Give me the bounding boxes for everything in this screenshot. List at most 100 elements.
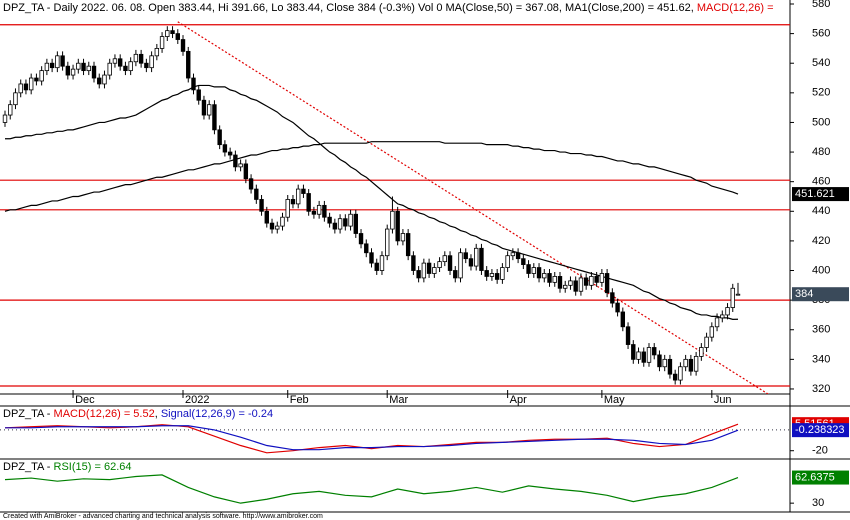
candle-body: [165, 30, 170, 37]
candle-body: [149, 55, 154, 69]
candle-body: [191, 77, 196, 91]
candle-body: [327, 216, 332, 224]
candle-body: [657, 354, 662, 368]
candle-body: [484, 270, 489, 277]
candle-body: [154, 48, 160, 57]
candle-body: [720, 314, 725, 319]
candle-body: [468, 258, 474, 267]
candle-body: [510, 252, 516, 257]
y-tick-label: 340: [812, 353, 830, 365]
candle-body: [196, 89, 201, 101]
price-tag: [792, 470, 849, 485]
price-panel: [0, 21, 790, 394]
candle-body: [599, 273, 605, 283]
candle-body: [563, 284, 568, 289]
candle-body: [699, 347, 704, 357]
panel-title: DPZ_TA - Daily 2022. 06. 08. Open 383.44…: [3, 2, 774, 14]
candle-body: [583, 277, 589, 286]
candle-body: [23, 83, 29, 91]
candle-body: [421, 262, 427, 279]
candle-body: [631, 344, 636, 360]
candle-body: [636, 351, 641, 360]
x-tick-label: Feb: [290, 394, 309, 406]
candle-body: [133, 53, 139, 63]
candle-body: [542, 273, 547, 279]
candle-body: [306, 193, 311, 212]
candle-body: [604, 273, 610, 294]
candle-body: [364, 243, 369, 254]
series-line: [5, 84, 739, 320]
candle-body: [337, 218, 343, 230]
candle-body: [489, 273, 495, 277]
candle-body: [44, 62, 50, 72]
candle-body: [170, 30, 175, 35]
candle-body: [8, 104, 13, 116]
candle-body: [369, 252, 374, 264]
candle-body: [322, 204, 327, 218]
candle-body: [672, 373, 678, 381]
candle-body: [128, 61, 133, 72]
x-tick-label: Dec: [75, 394, 95, 406]
candle-body: [730, 287, 735, 308]
candle-body: [290, 199, 296, 205]
candle-body: [358, 233, 364, 245]
candle-body: [2, 114, 8, 123]
candle-body: [426, 262, 432, 274]
title-part: MACD(12,26) = 5.52: [54, 408, 155, 420]
candle-body: [201, 99, 207, 116]
candle-body: [458, 252, 463, 279]
candle-body: [159, 36, 165, 49]
y-tick-label: 520: [812, 87, 830, 99]
y-tick-label: 580: [812, 0, 830, 10]
candle-body: [65, 65, 71, 76]
candle-body: [222, 144, 228, 153]
price-tag-label: 384: [795, 288, 813, 300]
candle-body: [641, 351, 646, 363]
candle-body: [238, 163, 243, 168]
title-part: DPZ_TA -: [3, 408, 54, 420]
candle-body: [285, 199, 290, 218]
price-tag: [792, 187, 849, 202]
y-tick-label: 540: [812, 57, 830, 69]
candle-body: [693, 355, 699, 372]
candle-body: [301, 188, 306, 194]
candle-body: [254, 188, 259, 200]
candle-body: [652, 347, 657, 356]
series-line: [4, 141, 739, 212]
candle-body: [521, 258, 526, 265]
candle-body: [683, 358, 688, 368]
candle-body: [180, 39, 186, 52]
candle-body: [49, 62, 55, 69]
candle-body: [206, 104, 212, 116]
rsi-panel: [4, 474, 739, 504]
candle-body: [552, 276, 557, 283]
x-tick-label: Jun: [714, 394, 732, 406]
candle-body: [332, 222, 338, 230]
title-part: MACD(12,26) =: [697, 2, 774, 14]
candle-body: [594, 276, 599, 283]
candle-body: [662, 358, 667, 368]
panel-title: DPZ_TA - MACD(12,26) = 5.52, Signal(12,2…: [3, 408, 273, 420]
candle-body: [573, 280, 578, 292]
candle-body: [704, 336, 709, 348]
footer: Created with AmiBroker - advanced charti…: [3, 513, 323, 520]
candle-body: [620, 311, 626, 328]
candle-body: [112, 58, 118, 64]
candle-body: [725, 307, 730, 316]
candle-body: [275, 225, 280, 230]
candle-body: [678, 366, 683, 381]
candle-body: [55, 55, 60, 69]
candle-body: [374, 262, 379, 271]
candle-body: [70, 68, 76, 76]
macd-panel: [0, 423, 790, 454]
candle-body: [39, 70, 44, 82]
candle-body: [453, 270, 458, 279]
candle-body: [385, 228, 390, 257]
title-part: RSI(15) = 62.64: [54, 461, 132, 473]
candle-body: [117, 58, 123, 67]
candle-body: [295, 188, 301, 205]
candle-body: [589, 276, 594, 286]
candle-body: [259, 199, 264, 212]
candle-body: [175, 33, 180, 40]
